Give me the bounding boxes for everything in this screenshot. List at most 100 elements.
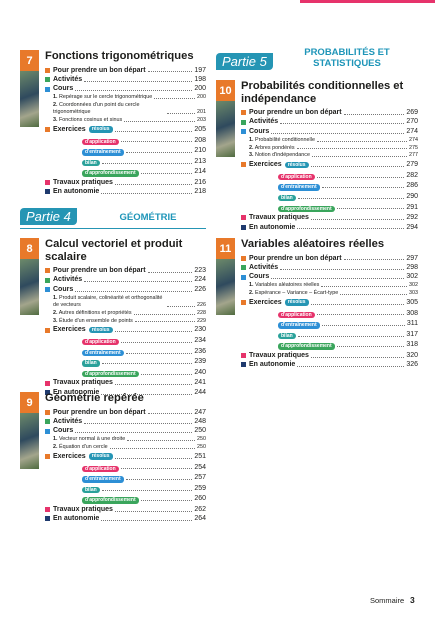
leader <box>336 346 405 348</box>
level-tag: d'approfondissement <box>82 170 139 177</box>
level-page: 254 <box>194 463 206 471</box>
bullet <box>45 67 50 73</box>
level-tag: d'application <box>82 339 119 346</box>
part-header: Partie 5 PROBABILITÉS ET STATISTIQUES <box>216 47 416 74</box>
level-page: 257 <box>194 474 206 482</box>
entry-label: Exercices <box>53 125 86 133</box>
entry-page: 294 <box>406 223 418 231</box>
lesson-text: Autres définitions et propriétés <box>58 309 132 316</box>
toc-entry: Pour prendre un bon départ 247 <box>45 408 206 417</box>
leader <box>316 176 405 178</box>
entry-label-wrap: Activités <box>45 275 82 284</box>
lesson-text: Équation d'un cercle <box>59 444 108 451</box>
level-entry: d'application 234 <box>45 336 206 346</box>
entry-label: En autonomie <box>53 188 100 196</box>
leader <box>296 148 407 150</box>
lesson-number: 2. <box>249 144 254 151</box>
entry-label: Pour prendre un bon départ <box>53 66 146 74</box>
lesson-number: 2. <box>249 290 254 297</box>
entry-page: 247 <box>194 408 206 416</box>
entry-label: Pour prendre un bon départ <box>53 408 146 416</box>
toc-entry: En autonomie 244 <box>45 388 206 397</box>
entry-label: En autonomie <box>53 388 100 396</box>
bullet <box>45 419 50 425</box>
entry-label-wrap: Cours <box>45 285 73 294</box>
exercise-tag: résolus <box>88 126 113 133</box>
part-title: PROBABILITÉS ET STATISTIQUES <box>304 47 390 69</box>
toc-entry: En autonomie 218 <box>45 187 206 196</box>
entry-page: 305 <box>406 298 418 306</box>
level-page: 240 <box>194 368 206 376</box>
lesson-text-wrap: 3. Étude d'un ensemble de points <box>53 318 133 325</box>
lesson-page: 200 <box>197 94 206 101</box>
entry-label-wrap: Pour prendre un bon départ <box>241 254 342 263</box>
bullet <box>45 454 50 460</box>
exercises-entry: Exercices résolus 251 <box>45 452 206 461</box>
leader <box>297 228 405 230</box>
level-tag: bilan <box>278 332 296 340</box>
level-page: 317 <box>406 330 418 338</box>
lesson-text-wrap: 1. Variables aléatoires réelles <box>249 282 319 289</box>
exercise-tag: résolus <box>284 299 309 306</box>
entry-label-wrap: Cours <box>45 84 73 93</box>
exercise-tag: résolus <box>88 326 113 334</box>
bullet <box>45 77 50 83</box>
entry-label-wrap: En autonomie <box>241 360 295 369</box>
entry-label-wrap: Cours <box>45 426 73 435</box>
lesson-text: Arbres pondérés <box>254 144 295 151</box>
bullet <box>45 507 50 513</box>
chapter-photo <box>20 259 39 315</box>
entry-page: 297 <box>406 254 418 262</box>
chapter: 10 Probabilités conditionnelles et indépe… <box>216 80 418 232</box>
entry-label-wrap: Exercices résolus <box>45 452 113 461</box>
level-tag: d'application <box>82 138 119 145</box>
exercises-entry: Exercices résolus 230 <box>45 325 206 334</box>
bullet <box>45 189 50 195</box>
leader <box>316 140 407 142</box>
leader <box>311 156 407 158</box>
lesson-text: Coordonnées d'un point du cercle trigono… <box>53 102 140 116</box>
entry-label-wrap: Travaux pratiques <box>45 178 113 187</box>
entry-page: 292 <box>406 214 418 222</box>
entry-page: 270 <box>406 118 418 126</box>
lesson-page: 201 <box>197 109 206 116</box>
toc-entry: Pour prendre un bon départ 269 <box>241 108 418 117</box>
part-label: Partie 5 <box>216 53 273 70</box>
leader <box>101 162 193 164</box>
leader <box>147 271 193 273</box>
level-tag: d'approfondissement <box>278 343 335 350</box>
entry-page: 230 <box>194 326 206 334</box>
exercises-entry: Exercices résolus 305 <box>241 298 418 307</box>
level-entry: d'entraînement 311 <box>241 319 418 329</box>
lesson-text-wrap: 1. Vecteur normal à une droite <box>53 436 125 443</box>
leader <box>297 366 405 368</box>
lesson-entry: 2. Espérance – Variance – Écart-type 303 <box>241 290 418 297</box>
lesson-text-wrap: 2. Arbres pondérés <box>249 145 295 152</box>
toc-entry: Activités 270 <box>241 117 418 126</box>
entry-page: 200 <box>194 85 206 93</box>
entry-label: Exercices <box>53 452 86 460</box>
level-page: 234 <box>194 337 206 344</box>
entry-page: 274 <box>406 127 418 135</box>
leader <box>310 219 405 221</box>
toc-entry: Pour prendre un bon départ 297 <box>241 254 418 263</box>
entry-page: 197 <box>194 66 206 74</box>
entry-label: Travaux pratiques <box>53 505 113 513</box>
entry-label-wrap: Exercices résolus <box>45 125 113 134</box>
leader <box>125 479 193 480</box>
leader <box>271 278 405 280</box>
entry-page: 298 <box>406 263 418 271</box>
chapter: 9 Géométrie repérée Pour prendre un bon dé… <box>20 392 206 524</box>
level-entry: bilan 259 <box>45 484 206 494</box>
level-page: 290 <box>406 192 418 200</box>
level-tag: d'approfondissement <box>82 497 139 504</box>
level-page: 318 <box>406 341 418 349</box>
leader <box>140 500 193 502</box>
toc-entry: Activités 224 <box>45 275 206 284</box>
toc-entry: Activités 198 <box>45 75 206 84</box>
entry-label-wrap: Activités <box>45 75 82 84</box>
lesson-entry: 3. Notion d'indépendance 277 <box>241 152 418 159</box>
level-entry: d'entraînement 236 <box>45 347 206 356</box>
lesson-entry: 1. Repérage sur le cercle trigonométriqu… <box>45 94 206 101</box>
level-entry: d'entraînement 210 <box>45 146 206 156</box>
